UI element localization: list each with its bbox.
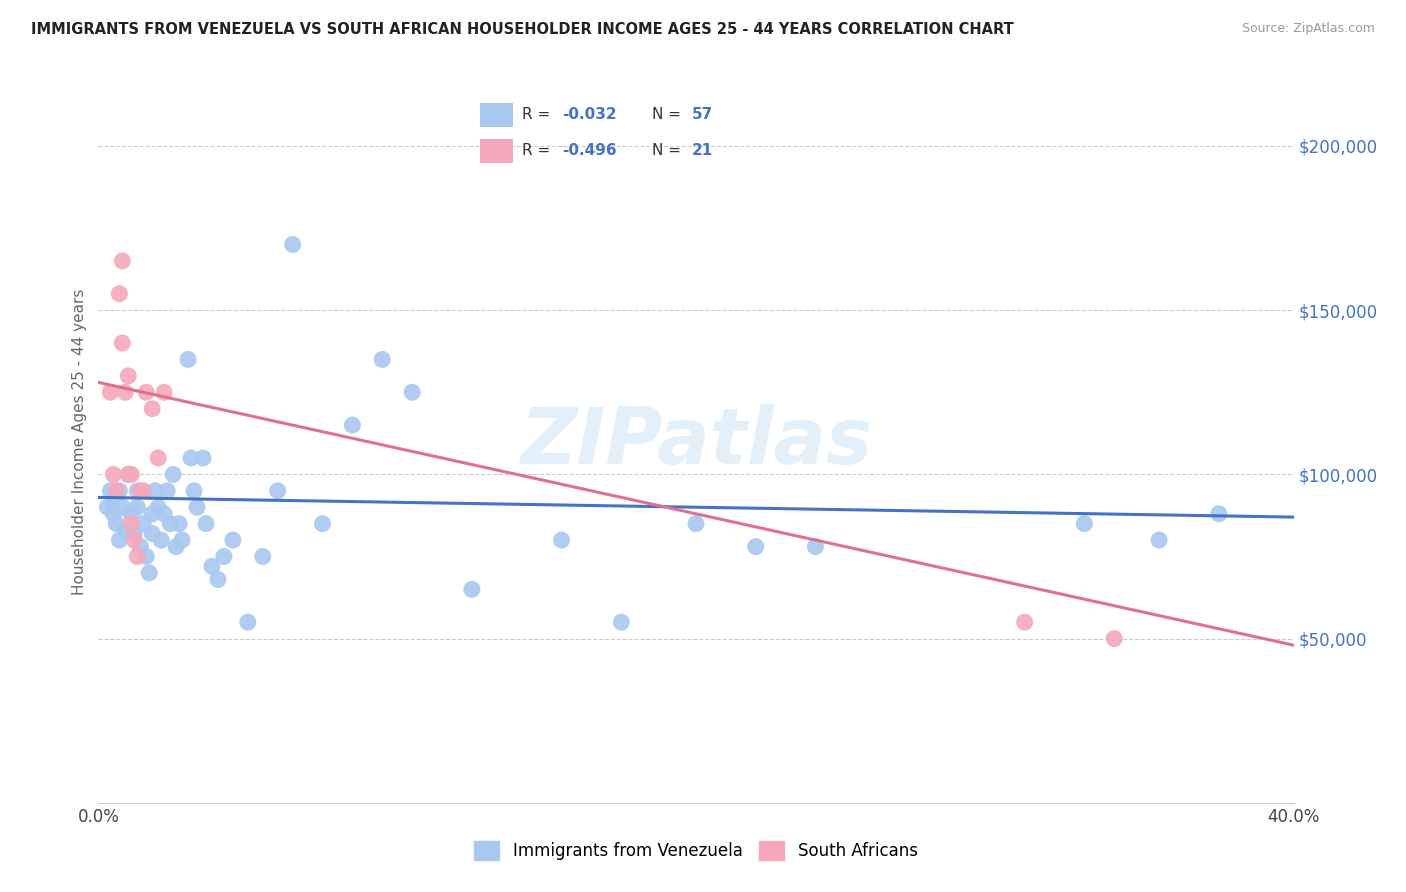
Point (108, 286, 131, 301)
Point (236, 615, 259, 630)
Point (127, 483, 149, 498)
Point (124, 526, 146, 541)
Point (127, 500, 149, 515)
Point (745, 540, 768, 554)
Point (117, 467, 139, 482)
Text: ZIPatlas: ZIPatlas (520, 403, 872, 480)
Point (103, 507, 125, 521)
Text: N =: N = (652, 144, 686, 159)
Point (98, 483, 122, 498)
Point (153, 385, 176, 400)
Point (120, 467, 142, 482)
Point (132, 516, 155, 531)
Point (1208, 507, 1230, 521)
Point (141, 526, 163, 541)
Point (141, 401, 163, 416)
Point (186, 500, 208, 515)
Text: -0.032: -0.032 (562, 107, 616, 122)
Text: 21: 21 (692, 144, 713, 159)
Point (105, 483, 128, 498)
Point (165, 540, 187, 554)
Point (172, 533, 194, 547)
Point (804, 540, 827, 554)
Point (135, 549, 157, 564)
Point (114, 523, 136, 537)
Point (148, 500, 170, 515)
Point (129, 540, 152, 554)
Text: -0.496: -0.496 (562, 144, 616, 159)
Point (371, 352, 394, 367)
Point (111, 336, 134, 351)
Text: R =: R = (523, 107, 555, 122)
Point (96, 500, 118, 515)
Point (342, 418, 364, 433)
Point (127, 549, 149, 564)
Point (461, 582, 484, 597)
Point (156, 483, 179, 498)
Point (610, 615, 633, 630)
Text: IMMIGRANTS FROM VENEZUELA VS SOUTH AFRICAN HOUSEHOLDER INCOME AGES 25 - 44 YEARS: IMMIGRANTS FROM VENEZUELA VS SOUTH AFRIC… (31, 22, 1014, 37)
Point (550, 533, 572, 547)
Point (111, 500, 134, 515)
Point (111, 253, 134, 268)
Point (222, 533, 245, 547)
Point (124, 533, 146, 547)
Point (1073, 516, 1095, 531)
Point (153, 507, 176, 521)
Point (1147, 533, 1170, 547)
FancyBboxPatch shape (479, 103, 513, 127)
Y-axis label: Householder Income Ages 25 - 44 years: Householder Income Ages 25 - 44 years (72, 288, 87, 595)
Point (252, 549, 274, 564)
Point (105, 516, 128, 531)
Point (148, 450, 170, 465)
Point (114, 385, 136, 400)
Text: N =: N = (652, 107, 686, 122)
Point (129, 483, 152, 498)
Point (143, 483, 166, 498)
Point (201, 559, 224, 574)
Point (108, 533, 131, 547)
Point (167, 516, 190, 531)
Point (195, 516, 218, 531)
Point (1104, 632, 1126, 646)
Point (117, 368, 139, 383)
Point (108, 483, 131, 498)
Text: Source: ZipAtlas.com: Source: ZipAtlas.com (1241, 22, 1375, 36)
Text: 57: 57 (692, 107, 713, 122)
Point (183, 483, 205, 498)
Point (120, 507, 142, 521)
Point (685, 516, 707, 531)
Point (162, 467, 184, 482)
Point (177, 352, 200, 367)
Point (150, 533, 173, 547)
Point (1014, 615, 1036, 630)
Legend: Immigrants from Venezuela, South Africans: Immigrants from Venezuela, South African… (468, 834, 924, 867)
Point (141, 507, 163, 521)
FancyBboxPatch shape (479, 139, 513, 162)
Point (98, 385, 122, 400)
Point (281, 237, 304, 252)
Text: R =: R = (523, 144, 555, 159)
Point (207, 573, 229, 587)
Point (117, 467, 139, 482)
Point (267, 483, 290, 498)
Point (311, 516, 333, 531)
Point (159, 516, 181, 531)
Point (120, 516, 142, 531)
Point (212, 549, 235, 564)
Point (180, 450, 202, 465)
Point (103, 467, 125, 482)
Point (138, 566, 160, 580)
Point (401, 385, 423, 400)
Point (135, 385, 157, 400)
Point (132, 483, 155, 498)
Point (191, 450, 214, 465)
Point (103, 493, 125, 508)
